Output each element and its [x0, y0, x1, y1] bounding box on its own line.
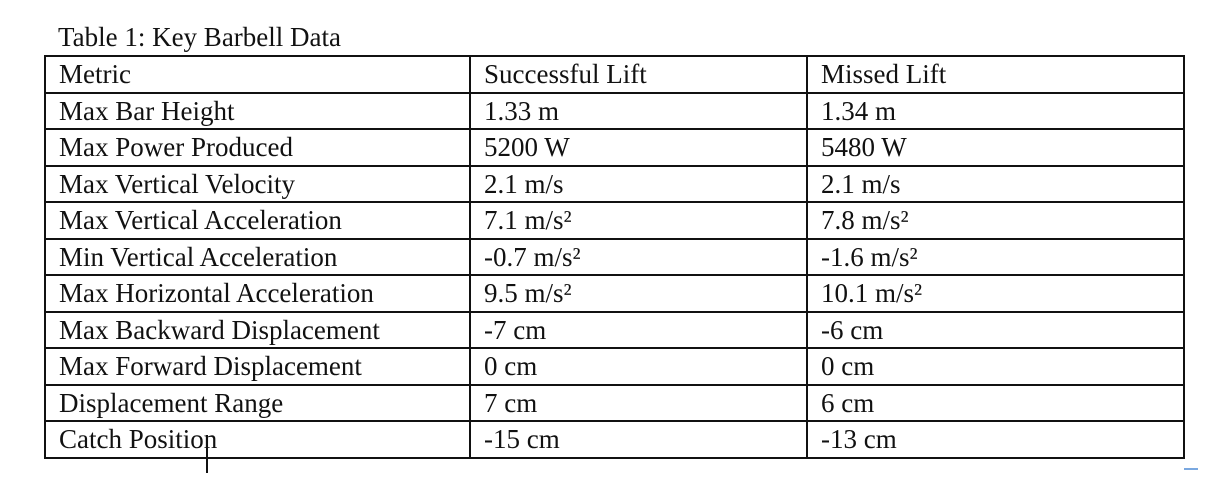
- table-body: Metric Successful Lift Missed Lift Max Bar …: [44, 55, 1185, 459]
- table-row: Max Power Produced 5200 W 5480 W: [44, 128, 1185, 167]
- table-row: Max Vertical Acceleration 7.1 m/s² 7.8 m/s…: [44, 201, 1185, 240]
- table-cell: 5200 W: [469, 128, 808, 167]
- header-cell: Metric: [44, 55, 471, 94]
- table-cell: 0 cm: [806, 347, 1185, 386]
- table-row: Max Forward Displacement 0 cm 0 cm: [44, 347, 1185, 386]
- table-cell: Max Backward Displacement: [44, 310, 471, 349]
- table-row: Max Backward Displacement -7 cm -6 cm: [44, 310, 1185, 349]
- table-cell: 2.1 m/s: [806, 164, 1185, 203]
- table-caption: Table 1: Key Barbell Data: [58, 22, 341, 52]
- table-cell: Max Power Produced: [44, 128, 471, 167]
- table-cell: 9.5 m/s²: [469, 274, 808, 313]
- table-cell: Max Vertical Acceleration: [44, 201, 471, 240]
- header-cell: Missed Lift: [806, 55, 1185, 94]
- table-cell: -0.7 m/s²: [469, 237, 808, 276]
- header-cell: Successful Lift: [469, 55, 808, 94]
- table-row: Max Bar Height 1.33 m 1.34 m: [44, 91, 1185, 130]
- table-cell: Max Vertical Velocity: [44, 164, 471, 203]
- table-cell: -7 cm: [469, 310, 808, 349]
- margin-marker: [1184, 468, 1198, 470]
- text-cursor: [206, 435, 208, 473]
- table-cell: -13 cm: [806, 420, 1185, 459]
- table-cell: 1.34 m: [806, 91, 1185, 130]
- table-cell: Min Vertical Acceleration: [44, 237, 471, 276]
- table-cell: Catch Position: [44, 420, 471, 459]
- table-row: Max Horizontal Acceleration 9.5 m/s² 10.1 …: [44, 274, 1185, 313]
- table-cell: -1.6 m/s²: [806, 237, 1185, 276]
- table-cell: 6 cm: [806, 383, 1185, 422]
- table-row: Min Vertical Acceleration -0.7 m/s² -1.6 m…: [44, 237, 1185, 276]
- header-row: Metric Successful Lift Missed Lift: [44, 55, 1185, 94]
- table-cell: Max Horizontal Acceleration: [44, 274, 471, 313]
- table-cell: 7.8 m/s²: [806, 201, 1185, 240]
- table-cell: 7 cm: [469, 383, 808, 422]
- table-row: Displacement Range 7 cm 6 cm: [44, 383, 1185, 422]
- table-cell: 0 cm: [469, 347, 808, 386]
- table-cell: -6 cm: [806, 310, 1185, 349]
- table-cell: 1.33 m: [469, 91, 808, 130]
- table-cell: 10.1 m/s²: [806, 274, 1185, 313]
- table-cell: Displacement Range: [44, 383, 471, 422]
- table-row: Max Vertical Velocity 2.1 m/s 2.1 m/s: [44, 164, 1185, 203]
- data-table: Metric Successful Lift Missed Lift Max Bar …: [44, 55, 1185, 459]
- table-cell: -15 cm: [469, 420, 808, 459]
- table-cell: 5480 W: [806, 128, 1185, 167]
- table-cell: 7.1 m/s²: [469, 201, 808, 240]
- table-row: Catch Position -15 cm -13 cm: [44, 420, 1185, 459]
- table-cell: Max Bar Height: [44, 91, 471, 130]
- table-cell: 2.1 m/s: [469, 164, 808, 203]
- table-cell: Max Forward Displacement: [44, 347, 471, 386]
